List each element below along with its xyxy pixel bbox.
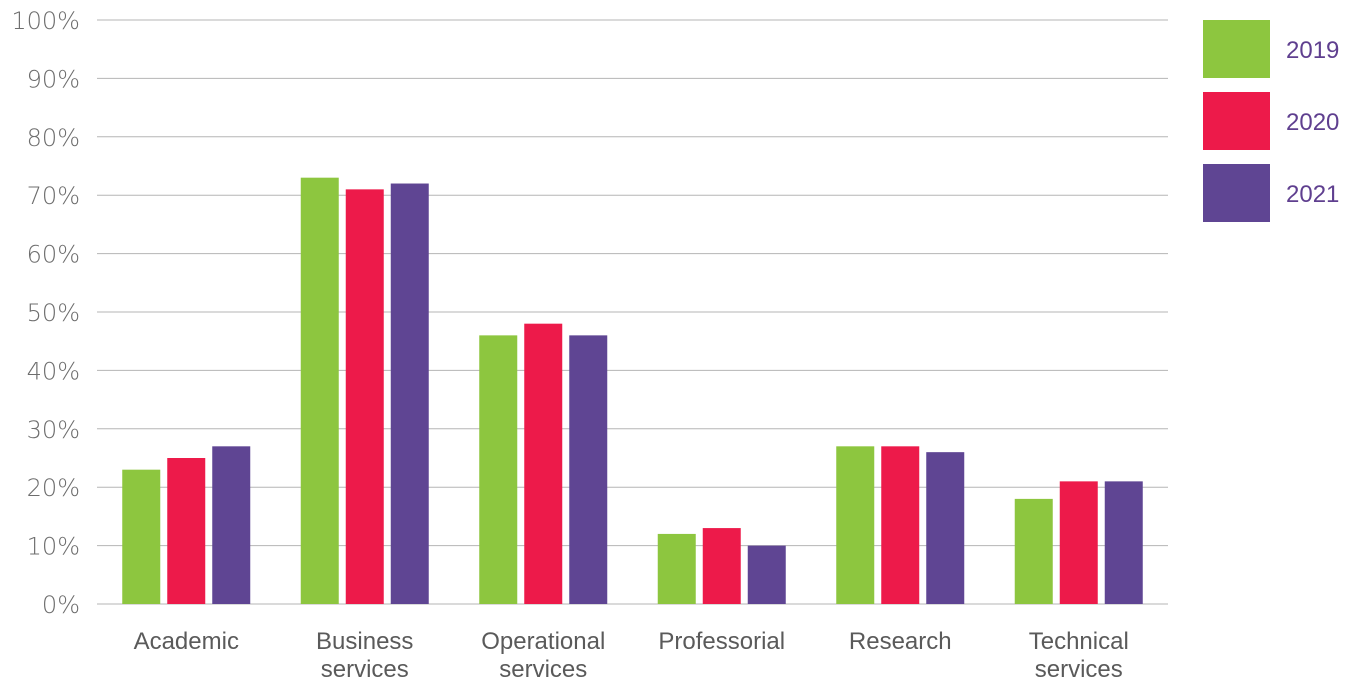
bar-2021-business-services bbox=[390, 183, 429, 604]
legend-swatch-2021 bbox=[1203, 164, 1270, 222]
legend: 2019 2020 2021 bbox=[1203, 20, 1339, 222]
y-axis: 0% 10% 20% 30% 40% 50% 60% 70% 80% 90% 100% bbox=[11, 7, 80, 619]
y-tick-label: 0% bbox=[42, 591, 80, 619]
x-tick-label: Technical services bbox=[1029, 628, 1129, 682]
bar-2019-business-services bbox=[300, 177, 339, 604]
y-tick-label: 60% bbox=[27, 241, 80, 269]
bar-2021-research bbox=[926, 452, 965, 604]
bar-2021-academic bbox=[212, 446, 251, 604]
x-tick-label: Operational services bbox=[481, 628, 605, 682]
bar-2019-technical-services bbox=[1014, 498, 1053, 604]
legend-swatch-2019 bbox=[1203, 20, 1270, 78]
bars bbox=[122, 177, 1143, 605]
x-axis: Academic Business services Operational servi… bbox=[134, 628, 1129, 682]
bar-2019-academic bbox=[122, 469, 161, 604]
x-tick-label: Business services bbox=[316, 628, 413, 682]
y-tick-label: 50% bbox=[27, 299, 80, 327]
legend-label-2020: 2020 bbox=[1286, 109, 1339, 136]
bar-2021-technical-services bbox=[1104, 481, 1143, 604]
y-tick-label: 90% bbox=[27, 65, 80, 93]
gridlines bbox=[97, 19, 1168, 605]
legend-label-2021: 2021 bbox=[1286, 181, 1339, 208]
bar-2021-professorial bbox=[747, 545, 786, 604]
bar-2020-technical-services bbox=[1059, 481, 1098, 604]
y-tick-label: 80% bbox=[27, 124, 80, 152]
bar-2020-operational-services bbox=[524, 323, 563, 604]
legend-swatch-2020 bbox=[1203, 92, 1270, 150]
x-tick-label: Academic bbox=[134, 628, 239, 655]
legend-label-2019: 2019 bbox=[1286, 37, 1339, 64]
x-tick-label: Research bbox=[849, 628, 952, 655]
bar-2019-professorial bbox=[657, 533, 696, 604]
bar-2019-research bbox=[836, 446, 875, 604]
bar-2020-academic bbox=[167, 458, 206, 604]
y-tick-label: 20% bbox=[27, 474, 80, 502]
bar-2020-research bbox=[881, 446, 920, 604]
bar-2020-professorial bbox=[702, 528, 741, 604]
y-tick-label: 10% bbox=[27, 533, 80, 561]
y-tick-label: 30% bbox=[27, 416, 80, 444]
bar-2020-business-services bbox=[345, 189, 384, 605]
y-tick-label: 70% bbox=[27, 182, 80, 210]
y-tick-label: 40% bbox=[27, 357, 80, 385]
y-tick-label: 100% bbox=[11, 7, 80, 35]
bar-2021-operational-services bbox=[569, 335, 608, 604]
x-tick-label: Professorial bbox=[658, 628, 785, 655]
bar-2019-operational-services bbox=[479, 335, 518, 604]
